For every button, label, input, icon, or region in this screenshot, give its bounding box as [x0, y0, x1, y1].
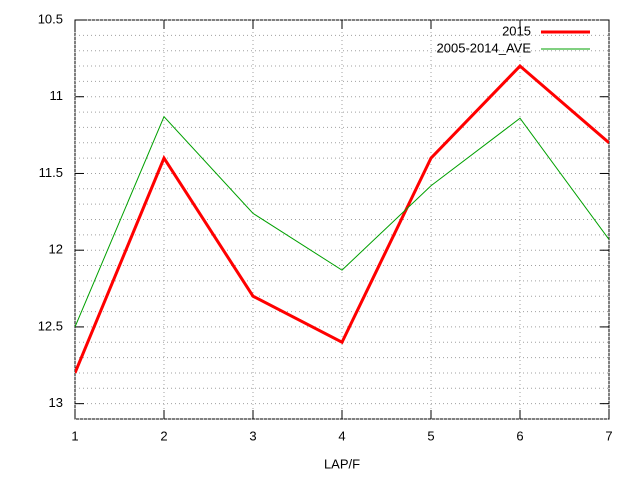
- series-line: [75, 63, 609, 374]
- x-tick-label: 6: [516, 428, 523, 443]
- x-tick-label: 5: [427, 428, 434, 443]
- y-tick-label: 13: [49, 395, 63, 410]
- x-tick-label: 7: [605, 428, 612, 443]
- legend-label: 2005-2014_AVE: [437, 40, 532, 55]
- y-tick-label: 12: [49, 242, 63, 257]
- x-axis-label: LAP/F: [324, 456, 360, 471]
- legend-label: 2015: [502, 23, 531, 38]
- x-tick-label: 3: [249, 428, 256, 443]
- y-tick-label: 11.5: [39, 165, 63, 180]
- series-line: [75, 115, 609, 328]
- x-tick-label: 4: [338, 428, 345, 443]
- y-tick-label: 12.5: [38, 318, 63, 333]
- y-tick-label: 10.5: [38, 11, 63, 26]
- x-tick-label: 1: [71, 428, 78, 443]
- y-tick-label: 11: [50, 88, 64, 103]
- x-tick-label: 2: [160, 428, 167, 443]
